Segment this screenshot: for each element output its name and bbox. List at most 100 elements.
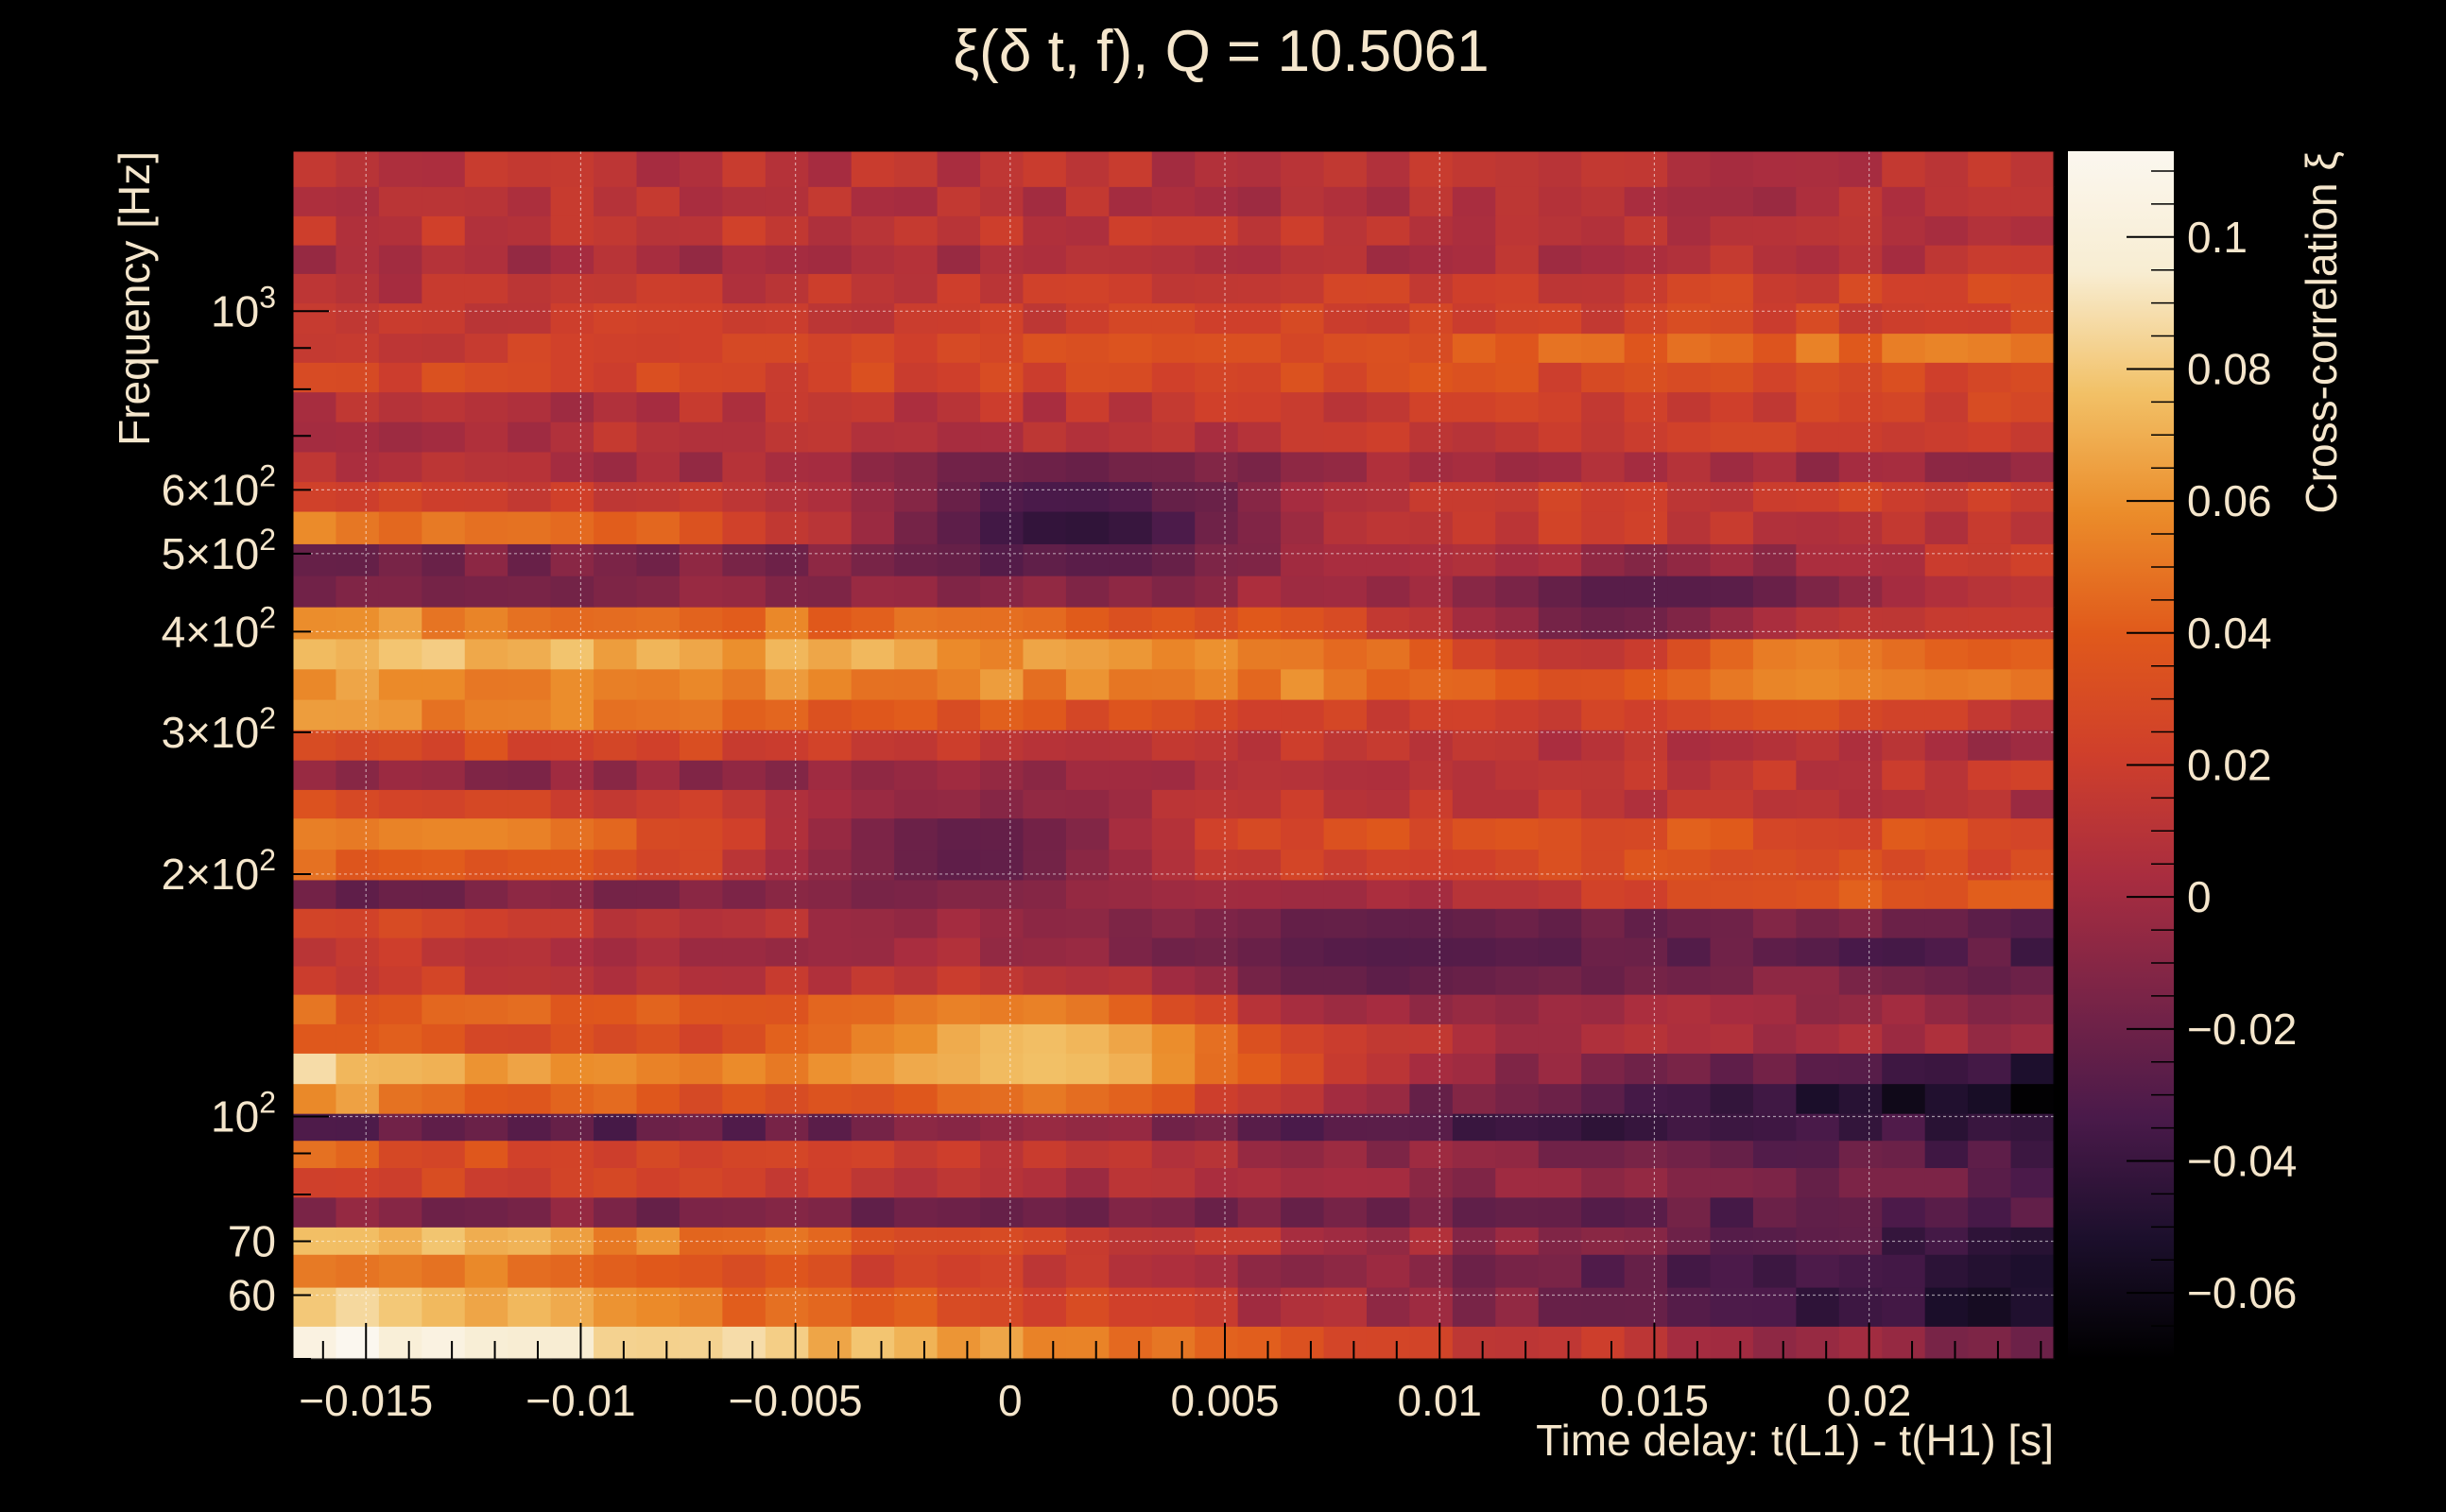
- heatmap-cell: [464, 965, 508, 995]
- heatmap-cell: [894, 510, 939, 544]
- heatmap-cell: [636, 1113, 680, 1142]
- heatmap-cell: [1452, 849, 1496, 881]
- heatmap-cell: [1624, 576, 1668, 608]
- heatmap-cell: [1409, 730, 1454, 761]
- heatmap-cell: [1109, 1053, 1153, 1085]
- heatmap-cell: [1538, 638, 1582, 670]
- heatmap-cell: [1710, 391, 1754, 422]
- heatmap-cell: [1065, 607, 1110, 640]
- heatmap-cell: [1752, 151, 1797, 187]
- heatmap-cell: [894, 481, 939, 512]
- heatmap-cell: [336, 576, 380, 608]
- heatmap-cell: [937, 151, 981, 187]
- heatmap-cell: [1752, 1140, 1797, 1169]
- heatmap-cell: [1452, 1196, 1496, 1228]
- heatmap-cell: [508, 1053, 552, 1085]
- heatmap-cell: [336, 1254, 380, 1288]
- heatmap-cell: [894, 789, 939, 819]
- heatmap-cell: [1281, 937, 1325, 967]
- heatmap-cell: [550, 333, 594, 363]
- heatmap-cell: [378, 421, 422, 453]
- heatmap-cell: [508, 302, 552, 335]
- heatmap-cell: [1667, 789, 1712, 819]
- heatmap-cell: [1838, 965, 1883, 995]
- heatmap-cell: [1924, 151, 1969, 187]
- heatmap-cell: [1581, 698, 1626, 730]
- heatmap-cell: [1838, 543, 1883, 576]
- heatmap-cell: [1023, 451, 1067, 483]
- heatmap-cell: [1667, 849, 1712, 881]
- heatmap-cell: [378, 151, 422, 187]
- heatmap-cell: [508, 391, 552, 422]
- heatmap-cell: [508, 1254, 552, 1288]
- heatmap-cell: [293, 1023, 337, 1054]
- colorbar-tick-label: 0.1: [2187, 213, 2248, 262]
- heatmap-cell: [1195, 186, 1239, 216]
- heatmap-cell: [1581, 273, 1626, 304]
- heatmap-cell: [1366, 908, 1411, 938]
- heatmap-cell: [508, 151, 552, 187]
- plot-frame: [292, 150, 2055, 1360]
- heatmap-cell: [594, 1083, 638, 1114]
- heatmap-cell: [679, 937, 723, 967]
- heatmap-cell: [679, 638, 723, 670]
- heatmap-cell: [1581, 994, 1626, 1024]
- heatmap-cell: [1495, 391, 1540, 422]
- heatmap-cell: [1366, 333, 1411, 363]
- heatmap-cell: [378, 543, 422, 576]
- heatmap-cell: [1237, 1326, 1282, 1360]
- heatmap-cell: [851, 1196, 895, 1228]
- heatmap-cell: [722, 481, 767, 512]
- heatmap-cell: [937, 273, 981, 304]
- heatmap-cell: [550, 817, 594, 850]
- heatmap-cell: [550, 638, 594, 670]
- heatmap-cell: [1882, 421, 1926, 453]
- heatmap-cell: [1452, 994, 1496, 1024]
- heatmap-cell: [1796, 151, 1840, 187]
- heatmap-cell: [1752, 817, 1797, 850]
- heatmap-cell: [980, 302, 1025, 335]
- heatmap-cell: [1409, 668, 1454, 700]
- heatmap-cell: [1968, 576, 2012, 608]
- heatmap-cell: [636, 1053, 680, 1085]
- heatmap-cell: [293, 760, 337, 790]
- heatmap-cell: [378, 576, 422, 608]
- heatmap-cell: [1796, 849, 1840, 881]
- heatmap-cell: [1667, 451, 1712, 483]
- heatmap-cell: [1624, 965, 1668, 995]
- heatmap-cell: [1065, 302, 1110, 335]
- heatmap-cell: [508, 510, 552, 544]
- heatmap-cell: [1495, 1254, 1540, 1288]
- heatmap-cell: [1495, 245, 1540, 274]
- heatmap-cell: [1281, 1254, 1325, 1288]
- heatmap-cell: [894, 817, 939, 850]
- heatmap-cell: [293, 481, 337, 512]
- heatmap-cell: [1882, 391, 1926, 422]
- colorbar-tick-label: 0: [2187, 872, 2212, 921]
- heatmap-cell: [894, 760, 939, 790]
- heatmap-cell: [1409, 1023, 1454, 1054]
- heatmap-cell: [808, 245, 853, 274]
- heatmap-cell: [336, 151, 380, 187]
- heatmap-cell: [1581, 451, 1626, 483]
- heatmap-cell: [1710, 1254, 1754, 1288]
- heatmap-cell: [1838, 879, 1883, 909]
- heatmap-cell: [1281, 576, 1325, 608]
- heatmap-cell: [550, 789, 594, 819]
- heatmap-cell: [1151, 333, 1196, 363]
- heatmap-cell: [464, 362, 508, 393]
- heatmap-cell: [508, 1083, 552, 1114]
- heatmap-cell: [1752, 1113, 1797, 1142]
- heatmap-cell: [1109, 1023, 1153, 1054]
- heatmap-cell: [1838, 994, 1883, 1024]
- heatmap-cell: [1409, 789, 1454, 819]
- heatmap-cell: [937, 994, 981, 1024]
- heatmap-cell: [1495, 186, 1540, 216]
- heatmap-cell: [378, 1140, 422, 1169]
- heatmap-cell: [808, 908, 853, 938]
- heatmap-cell: [594, 908, 638, 938]
- heatmap-cell: [1151, 302, 1196, 335]
- heatmap-cell: [336, 994, 380, 1024]
- heatmap-cell: [464, 908, 508, 938]
- heatmap-cell: [980, 333, 1025, 363]
